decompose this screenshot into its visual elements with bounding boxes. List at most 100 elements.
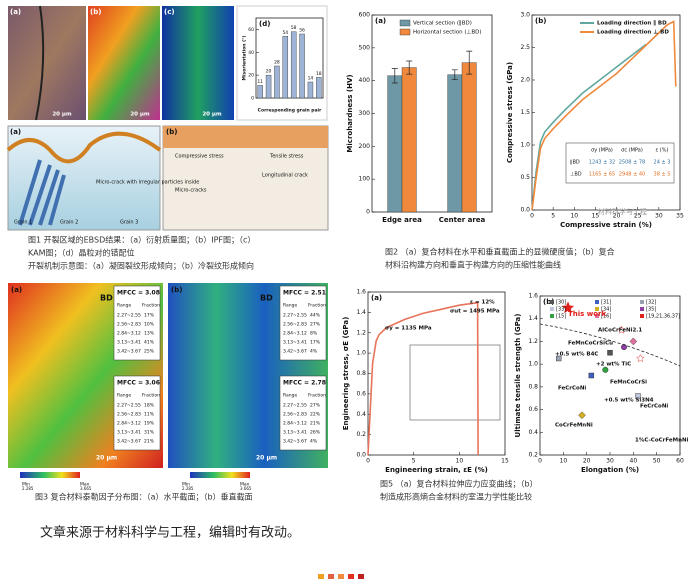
x-axis-label: Elongation (%) bbox=[581, 466, 639, 474]
table-cell: 3.13~3.41 bbox=[283, 340, 307, 346]
table-cell: 2508 ± 78 bbox=[619, 160, 645, 166]
table-cell: 21% bbox=[310, 421, 321, 427]
y-tick-label: 0.4 bbox=[528, 429, 538, 436]
table-cell: 2.84~3.12 bbox=[283, 331, 307, 337]
x-tick-label: 10 bbox=[560, 458, 568, 465]
x-tick-label: 0 bbox=[530, 213, 534, 220]
table-header: Fraction bbox=[142, 393, 160, 399]
data-label: 20 bbox=[266, 69, 272, 75]
table-cell: 4% bbox=[310, 439, 318, 445]
scale-bar: 20 μm bbox=[130, 112, 150, 118]
table-header: σy (MPa) bbox=[591, 148, 613, 154]
inset bbox=[409, 344, 501, 421]
footer: 文章来源于材料科学与工程，编辑时有改动。 bbox=[40, 525, 300, 541]
crack bbox=[35, 5, 45, 121]
table-cell: 4% bbox=[310, 349, 318, 355]
grains bbox=[18, 159, 66, 226]
table-box bbox=[113, 285, 161, 361]
table-cell: 27% bbox=[310, 322, 321, 328]
legend-label: [32] bbox=[646, 300, 656, 306]
micrograph bbox=[8, 6, 86, 120]
table-cell: 25% bbox=[144, 349, 155, 355]
caption: 图1 开裂区域的EBSD结果：（a）衍射质量图；（b）IPF图；（c） bbox=[28, 235, 255, 245]
annotation: +0.5 wt% Si3N4 bbox=[604, 398, 654, 404]
note: Tensile stress bbox=[269, 154, 304, 160]
scale-bar: 20 μm bbox=[52, 112, 72, 118]
table-header: Fraction bbox=[308, 303, 326, 309]
y-tick-label: 600 bbox=[359, 12, 371, 19]
caption: 图2 （a）复合材料在水平和垂直截面上的显微硬度值；（b）复合 bbox=[385, 247, 615, 257]
legend-label: [30] bbox=[556, 300, 566, 306]
x-tick-label: 50 bbox=[653, 458, 661, 465]
y-axis-label: Engineering stress, σE (GPa) bbox=[342, 317, 350, 431]
note: Grain 3 bbox=[120, 220, 138, 226]
y-axis-label: Compressive stress (GPa) bbox=[506, 62, 514, 163]
scale-bar: 20 μm bbox=[256, 455, 277, 462]
bar bbox=[461, 62, 477, 213]
bar bbox=[307, 81, 314, 99]
y-axis-label: Ultimate tensile strength (GPa) bbox=[514, 314, 522, 438]
legend-label: [35] bbox=[646, 307, 656, 313]
table-cell: 3.13~3.41 bbox=[117, 340, 141, 346]
bar bbox=[401, 67, 417, 213]
table-cell: 2.84~3.12 bbox=[117, 421, 141, 427]
table-cell: 2.27~2.55 bbox=[283, 403, 307, 409]
colorbar-label: Max bbox=[80, 482, 90, 488]
direction: BD bbox=[100, 294, 113, 303]
legend-label: [16] bbox=[601, 314, 611, 320]
y-tick-label: 1.2 bbox=[356, 329, 366, 336]
x-tick-label: 30 bbox=[655, 213, 663, 220]
table-row-label: ∥BD bbox=[570, 160, 580, 166]
table-cell: 38 ± 5 bbox=[654, 172, 671, 178]
y-axis-label: Microhardness (HV) bbox=[346, 74, 354, 152]
table-cell: 27% bbox=[310, 403, 321, 409]
x-tick-label: 5 bbox=[551, 213, 555, 220]
panel-label: (a) bbox=[10, 128, 21, 136]
x-axis-label: Engineering strain, εE (%) bbox=[385, 466, 488, 474]
y-tick-label: 1.0 bbox=[520, 142, 530, 149]
panel-label: (b) bbox=[535, 17, 546, 25]
legend-swatch bbox=[595, 307, 599, 311]
y-tick-label: 0.8 bbox=[356, 370, 366, 377]
legend-label: [33] bbox=[556, 307, 566, 313]
table-cell: 22% bbox=[310, 412, 321, 418]
caption: 图3 复合材料泰勒因子分布图：（a）水平截面；（b）垂直截面 bbox=[35, 492, 253, 502]
error-bar bbox=[391, 68, 398, 84]
colorbar-label: 3.665 bbox=[240, 486, 252, 491]
annotation: 1%C-CoCrFeMnNi bbox=[635, 438, 688, 444]
table-row-label: ⊥BD bbox=[570, 172, 582, 178]
table-cell: 26% bbox=[310, 430, 321, 436]
y-tick-label: 0 bbox=[366, 209, 370, 216]
error-bar bbox=[451, 69, 458, 81]
table-box bbox=[279, 285, 327, 361]
x-tick-label: 40 bbox=[630, 458, 638, 465]
y-tick-label: 0.4 bbox=[356, 411, 366, 418]
x-tick-label: 20 bbox=[583, 458, 591, 465]
panel-label: (b) bbox=[543, 298, 554, 306]
plot-frame bbox=[255, 17, 324, 99]
y-tick-label: 2.5 bbox=[520, 44, 530, 51]
y-tick-label: 0.0 bbox=[356, 452, 366, 459]
legend-label: [34] bbox=[601, 307, 611, 313]
table-cell: 31% bbox=[144, 430, 155, 436]
x-tick-label: 60 bbox=[676, 458, 684, 465]
x-tick-label: 35 bbox=[676, 213, 684, 220]
point bbox=[602, 366, 609, 373]
point bbox=[629, 337, 638, 346]
note: Longitudinal crack bbox=[262, 173, 308, 179]
note: Grain 2 bbox=[60, 220, 78, 226]
table-header: Fraction bbox=[308, 393, 326, 399]
colorbar-label: Max bbox=[240, 482, 250, 488]
table-title: MFCC = 2.78 bbox=[283, 380, 326, 387]
table-cell: 11% bbox=[144, 412, 155, 418]
annotation: FeMnCoCrSi bbox=[610, 380, 647, 386]
y-tick-label: 0.0 bbox=[520, 207, 530, 214]
scale-bar: 20 μm bbox=[202, 112, 222, 118]
annotation: This work bbox=[568, 310, 606, 318]
legend-swatch bbox=[640, 307, 644, 311]
x-tick-label: 15 bbox=[592, 213, 600, 220]
table-cell: 18% bbox=[144, 403, 155, 409]
y-tick-label: 60 bbox=[248, 27, 254, 33]
panel-label: (a) bbox=[371, 294, 382, 302]
curve bbox=[531, 20, 677, 211]
